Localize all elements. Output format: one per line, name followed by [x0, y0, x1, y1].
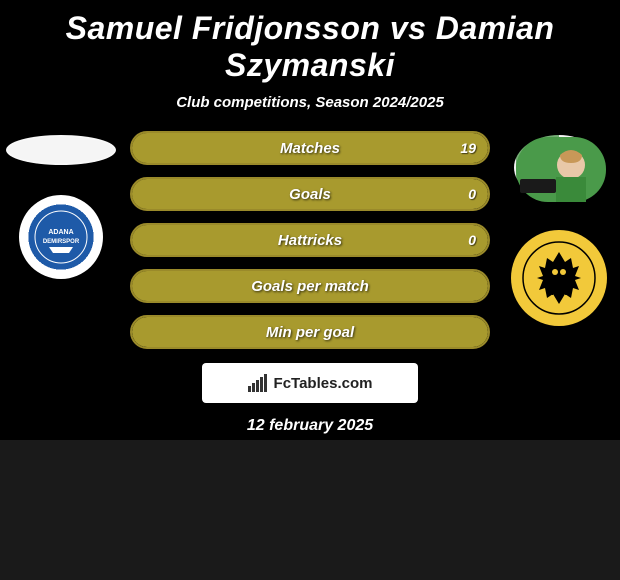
- comparison-card: Samuel Fridjonsson vs Damian Szymanski C…: [0, 0, 620, 440]
- right-player-photo: [514, 135, 604, 200]
- branding-badge: FcTables.com: [202, 363, 418, 403]
- footer-date: 12 february 2025: [0, 417, 620, 435]
- stat-bar: 0 Goals: [130, 177, 490, 211]
- svg-text:ADANA: ADANA: [48, 229, 73, 236]
- svg-text:DEMIRSPOR: DEMIRSPOR: [43, 239, 80, 245]
- right-club-logo: Α.Ε.Κ: [511, 230, 607, 326]
- left-player-photo: [6, 135, 116, 165]
- stats-column: 19 Matches 0 Goals 0 Hattricks Goals per match…: [116, 131, 504, 349]
- right-player-column: Α.Ε.Κ: [504, 131, 614, 326]
- page-subtitle: Club competitions, Season 2024/2025: [0, 94, 620, 111]
- stat-bar: 19 Matches: [130, 131, 490, 165]
- stat-bar: Min per goal: [130, 315, 490, 349]
- stat-right-value: 0: [468, 186, 476, 202]
- stat-label: Goals per match: [251, 278, 369, 295]
- stat-label: Goals: [289, 186, 331, 203]
- left-club-logo: ADANA DEMIRSPOR: [19, 195, 103, 279]
- stat-bar: Goals per match: [130, 269, 490, 303]
- svg-text:Α.Ε.Κ: Α.Ε.Κ: [547, 287, 572, 297]
- stat-label: Hattricks: [278, 232, 342, 249]
- branding-label: FcTables.com: [274, 375, 373, 392]
- stat-label: Min per goal: [266, 324, 354, 341]
- main-row: ADANA DEMIRSPOR 19 Matches 0 Goals 0 Hattrick…: [0, 131, 620, 349]
- stat-label: Matches: [280, 140, 340, 157]
- stat-right-value: 19: [460, 140, 476, 156]
- stat-right-value: 0: [468, 232, 476, 248]
- page-title: Samuel Fridjonsson vs Damian Szymanski: [0, 0, 620, 84]
- stat-bar: 0 Hattricks: [130, 223, 490, 257]
- left-player-column: ADANA DEMIRSPOR: [6, 131, 116, 279]
